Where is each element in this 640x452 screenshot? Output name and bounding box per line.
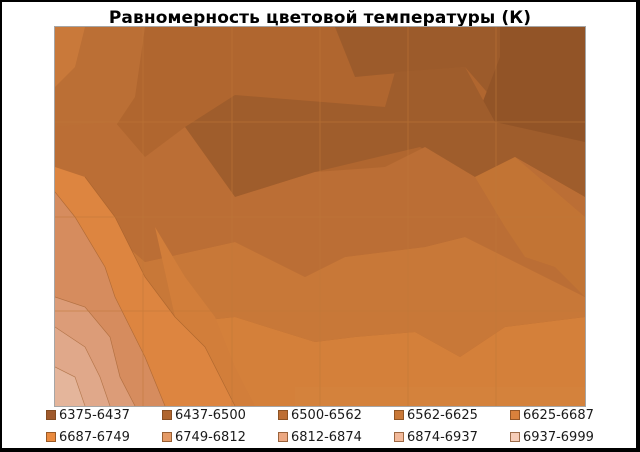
- legend-swatch: [162, 432, 172, 442]
- contour-surface: [55, 27, 585, 406]
- legend-label: 6687-6749: [59, 429, 130, 445]
- legend-swatch: [510, 410, 520, 420]
- legend-label: 6437-6500: [175, 407, 246, 423]
- legend-swatch: [46, 432, 56, 442]
- legend-item: 6500-6562: [278, 406, 362, 424]
- legend-item: 6687-6749: [46, 428, 130, 446]
- legend-label: 6375-6437: [59, 407, 130, 423]
- legend-swatch: [278, 410, 288, 420]
- legend-item: 6437-6500: [162, 406, 246, 424]
- legend-label: 6874-6937: [407, 429, 478, 445]
- contour-plot-area: [54, 26, 586, 407]
- legend-swatch: [394, 432, 404, 442]
- legend-item: 6937-6999: [510, 428, 594, 446]
- legend-label: 6812-6874: [291, 429, 362, 445]
- legend-item: 6562-6625: [394, 406, 478, 424]
- legend-item: 6375-6437: [46, 406, 130, 424]
- chart-title: Равномерность цветовой температуры (К): [108, 8, 532, 28]
- legend-swatch: [278, 432, 288, 442]
- legend-item: 6812-6874: [278, 428, 362, 446]
- legend-label: 6500-6562: [291, 407, 362, 423]
- legend-item: 6874-6937: [394, 428, 478, 446]
- legend-swatch: [162, 410, 172, 420]
- legend-swatch: [46, 410, 56, 420]
- legend-item: 6625-6687: [510, 406, 594, 424]
- legend-label: 6562-6625: [407, 407, 478, 423]
- legend-swatch: [510, 432, 520, 442]
- legend-item: 6749-6812: [162, 428, 246, 446]
- legend-label: 6937-6999: [523, 429, 594, 445]
- legend-swatch: [394, 410, 404, 420]
- chart-frame: Равномерность цветовой температуры (К): [2, 2, 636, 448]
- legend-label: 6625-6687: [523, 407, 594, 423]
- legend-label: 6749-6812: [175, 429, 246, 445]
